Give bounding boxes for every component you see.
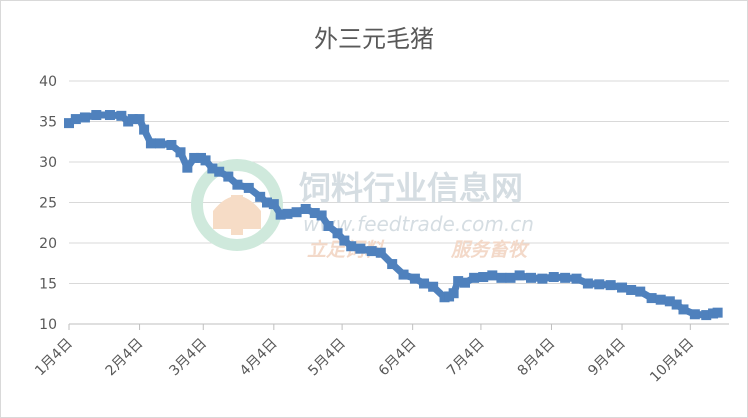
data-point — [116, 110, 127, 121]
data-point — [453, 276, 464, 287]
data-point — [671, 299, 682, 310]
data-point — [166, 139, 177, 150]
data-point — [448, 288, 459, 299]
x-tick-label: 1月4日 — [32, 336, 76, 380]
data-point — [469, 272, 480, 283]
data-point — [339, 235, 350, 246]
data-point — [571, 273, 582, 284]
series-layer — [64, 110, 723, 321]
data-point — [255, 191, 266, 202]
watermark-name: 饲料行业信息网 — [299, 169, 523, 207]
data-point — [316, 210, 327, 221]
data-point — [712, 307, 723, 318]
data-point — [79, 112, 90, 123]
x-tick-label: 5月4日 — [305, 336, 349, 380]
data-point — [200, 155, 211, 166]
data-point — [428, 281, 439, 292]
data-point — [366, 246, 377, 257]
y-tick-label: 15 — [39, 277, 57, 293]
data-point — [496, 272, 507, 283]
data-point — [232, 179, 243, 190]
data-point — [291, 207, 302, 218]
data-point — [387, 259, 398, 270]
data-point — [664, 296, 675, 307]
data-point — [189, 152, 200, 163]
data-point — [409, 273, 420, 284]
data-point — [646, 293, 657, 304]
data-point — [64, 118, 74, 129]
data-point — [605, 280, 616, 291]
y-tick-label: 25 — [39, 196, 57, 212]
data-point — [145, 138, 156, 149]
data-point — [268, 199, 279, 210]
data-point — [207, 163, 218, 174]
data-point — [223, 171, 234, 182]
chart-title: 外三元毛猪 — [314, 25, 434, 53]
data-point — [655, 294, 666, 305]
data-point — [537, 273, 548, 284]
data-point — [309, 208, 320, 219]
data-point — [355, 243, 366, 254]
y-tick-label: 40 — [39, 74, 57, 90]
data-point — [262, 197, 272, 208]
x-tick-label: 8月4日 — [515, 336, 559, 380]
data-point — [243, 182, 254, 193]
data-point — [487, 270, 498, 281]
data-point — [701, 310, 712, 321]
y-tick-label: 30 — [39, 155, 57, 171]
x-tick-label: 9月4日 — [585, 336, 629, 380]
data-point — [505, 272, 516, 283]
data-point — [323, 220, 334, 231]
x-tick-label: 10月4日 — [647, 336, 697, 386]
y-tick-label: 35 — [39, 115, 57, 131]
data-point — [594, 279, 605, 290]
x-tick-label: 3月4日 — [166, 336, 210, 380]
data-point — [526, 272, 536, 283]
data-point — [548, 272, 559, 283]
data-point — [678, 304, 689, 315]
data-point — [182, 162, 193, 173]
data-point — [398, 269, 409, 280]
data-point — [282, 208, 293, 219]
grid-lines — [69, 80, 729, 284]
data-point — [91, 110, 102, 121]
data-point — [514, 270, 525, 281]
data-point — [70, 114, 81, 125]
data-point — [346, 241, 357, 252]
x-tick-label: 4月4日 — [237, 336, 281, 380]
x-tick-label: 6月4日 — [376, 336, 420, 380]
data-point — [332, 228, 343, 239]
data-point — [300, 203, 311, 214]
x-tick-label: 2月4日 — [103, 336, 147, 380]
data-point — [155, 138, 166, 149]
data-point — [626, 284, 637, 295]
data-point — [582, 278, 593, 289]
data-point — [214, 166, 225, 177]
data-point — [460, 277, 470, 288]
data-point — [175, 147, 186, 158]
data-point — [560, 272, 571, 283]
data-point — [275, 209, 286, 220]
data-point — [139, 124, 150, 135]
data-point — [134, 114, 145, 125]
data-point — [375, 247, 386, 258]
watermark-slogan-left: 立足饲料 — [307, 239, 385, 261]
data-point — [689, 309, 700, 320]
data-point — [635, 286, 646, 297]
y-tick-label: 20 — [39, 236, 57, 252]
data-point — [617, 282, 628, 293]
data-point — [104, 110, 115, 121]
watermark-slogan-right: 服务畜牧 — [450, 239, 530, 261]
data-point — [419, 278, 430, 289]
data-point — [127, 114, 138, 125]
y-tick-label: 10 — [39, 317, 57, 333]
x-tick-label: 7月4日 — [444, 336, 488, 380]
data-point — [478, 272, 489, 283]
